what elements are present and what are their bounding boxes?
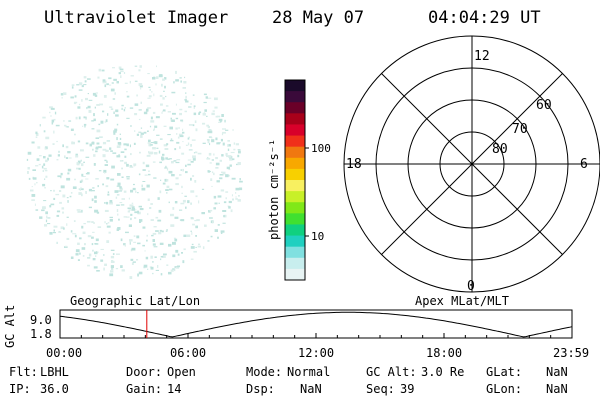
colorbar-cell (285, 202, 305, 214)
colorbar-cell (285, 168, 305, 181)
status-glon-label: GLon: (486, 382, 523, 396)
status-mode-value: Normal (287, 365, 331, 379)
status-door-value: Open (167, 365, 196, 379)
lat-label-80: 80 (492, 142, 508, 157)
timeline-left-title: Geographic Lat/Lon (70, 294, 201, 308)
time-label: 04:04:29 UT (428, 8, 541, 28)
colorbar-cell (285, 135, 305, 148)
colorbar-cell (285, 224, 305, 237)
colorbar-unit-label: photon cm⁻²s⁻¹ (267, 139, 281, 240)
colorbar-tick-10: 10 (311, 230, 324, 243)
status-flt-value: LBHL (40, 365, 69, 379)
date-label: 28 May 07 (272, 8, 365, 28)
colorbar-cell (285, 213, 305, 225)
lat-label-70: 70 (512, 122, 528, 137)
mlt-label-6: 6 (580, 157, 588, 172)
status-glon-value: NaN (546, 382, 568, 396)
mlt-label-0: 0 (467, 279, 475, 294)
colorbar-cell (285, 124, 305, 137)
status-glat-label: GLat: (486, 365, 523, 379)
status-gain-value: 14 (167, 382, 182, 396)
colorbar-cell (285, 257, 305, 270)
colorbar-cell (285, 246, 305, 259)
timeline-y-axis-label: GC Alt (3, 304, 17, 348)
status-dsp-label: Dsp: (246, 382, 275, 396)
status-dsp-value: NaN (300, 382, 322, 396)
colorbar-cell (285, 113, 305, 125)
x-tick-label-2359: 23:59 (553, 346, 590, 360)
timeline-panel (59, 309, 573, 339)
status-seq-value: 39 (400, 382, 415, 396)
colorbar-cell (285, 235, 305, 248)
colorbar-cell (285, 157, 305, 170)
timeline-y-max: 9.0 (30, 313, 52, 327)
x-tick-label-1800: 18:00 (426, 346, 463, 360)
x-tick-label-0000: 00:00 (46, 346, 83, 360)
mlt-label-18: 18 (346, 157, 362, 172)
colorbar-cell (285, 268, 305, 281)
status-door-label: Door: (126, 365, 163, 379)
colorbar-cell (285, 91, 305, 103)
colorbar-cell (285, 191, 305, 203)
instrument-title: Ultraviolet Imager (44, 8, 229, 28)
status-gain-label: Gain: (126, 382, 163, 396)
status-flt-label: Flt: (9, 365, 38, 379)
altitude-curve (59, 311, 573, 338)
colorbar-cell (285, 180, 305, 192)
polar-plot (343, 35, 600, 293)
x-tick-label-0600: 06:00 (170, 346, 207, 360)
x-tick-label-1200: 12:00 (298, 346, 335, 360)
mlt-label-12: 12 (474, 49, 490, 64)
status-glat-value: NaN (546, 365, 568, 379)
status-mode-label: Mode: (246, 365, 283, 379)
uv-image-disk (26, 65, 243, 279)
colorbar-cell (285, 102, 305, 114)
colorbar-tick-100: 100 (311, 142, 331, 155)
polar-axis-diag-2 (381, 73, 563, 255)
status-ip-value: 36.0 (40, 382, 69, 396)
lat-label-60: 60 (536, 98, 552, 113)
timeline-y-min: 1.8 (30, 327, 52, 341)
colorbar-cell (285, 146, 305, 159)
status-gcalt-label: GC Alt: (366, 365, 417, 379)
status-ip-label: IP: (9, 382, 31, 396)
status-gcalt-value: 3.0 Re (421, 365, 465, 379)
colorbar: 100 10 photon cm⁻²s⁻¹ (267, 79, 331, 281)
timeline-right-title: Apex MLat/MLT (415, 294, 509, 308)
status-seq-label: Seq: (366, 382, 395, 396)
colorbar-cell (285, 80, 305, 92)
